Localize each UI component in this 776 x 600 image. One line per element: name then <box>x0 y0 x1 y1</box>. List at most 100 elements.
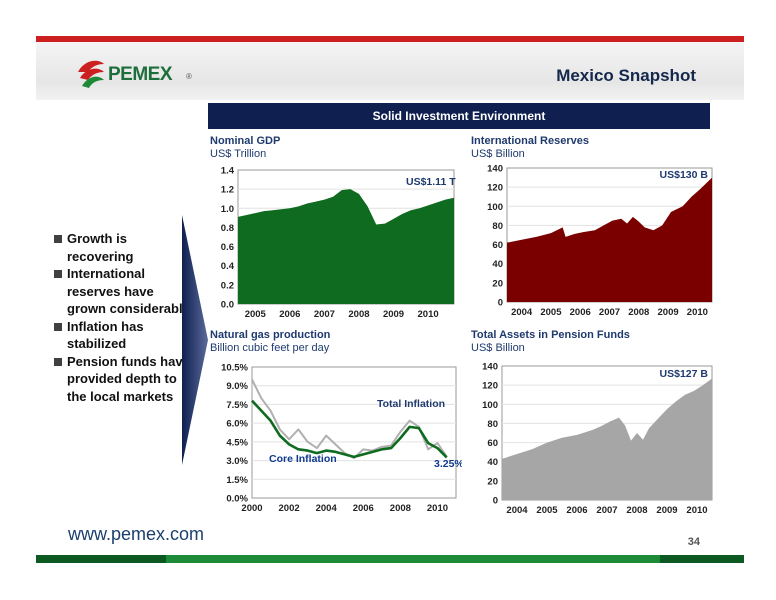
gdp-x-tick-label: 2008 <box>348 309 369 320</box>
pension-y-tick-label: 100 <box>482 400 498 411</box>
gdp-x-tick-label: 2010 <box>418 309 439 320</box>
gdp-annotation: US$1.11 T <box>406 176 456 188</box>
inflation-x-tick-label: 2006 <box>353 503 374 514</box>
reserves-x-tick-label: 2010 <box>687 307 708 318</box>
pension-x-tick-label: 2004 <box>506 505 528 516</box>
bullet-text: Inflation has stabilized <box>67 318 144 352</box>
gdp-y-tick-label: 0.0 <box>221 300 234 311</box>
inflation-y-tick-label: 3.0% <box>226 456 248 467</box>
bullet-text: International reserves have grown consid… <box>67 266 190 316</box>
page-number: 34 <box>687 536 700 548</box>
gdp-chart: 0.0 0.2 0.4 0.6 0.8 1.0 1.2 1.4 2005 2006 2007 2008… <box>221 166 456 321</box>
header-band <box>36 42 744 100</box>
pemex-eagle-logo-icon <box>78 60 104 88</box>
inflation-chart-subtitle: Billion cubic feet per day <box>210 342 330 354</box>
gdp-chart-subtitle: US$ Trillion <box>210 148 267 160</box>
pension-x-tick-label: 2007 <box>596 505 617 516</box>
pension-y-tick-label: 140 <box>482 362 498 373</box>
inflation-y-tick-label: 9.0% <box>226 381 248 392</box>
reserves-y-tick-label: 0 <box>498 298 503 309</box>
inflation-y-tick-label: 0.0% <box>226 494 248 505</box>
pension-annotation: US$127 B <box>660 368 709 380</box>
bullet-item: Pension funds have provided depth to the… <box>54 353 194 406</box>
reserves-chart-subtitle: US$ Billion <box>471 148 525 160</box>
pension-y-tick-label: 0 <box>493 496 498 507</box>
pension-chart-subtitle: US$ Billion <box>471 342 525 354</box>
reserves-y-tick-label: 20 <box>492 278 503 289</box>
bottom-color-bar <box>36 555 744 563</box>
gdp-y-tick-label: 0.6 <box>221 242 234 253</box>
pension-y-tick-label: 120 <box>482 381 498 392</box>
inflation-chart: 0.0% 1.5% 3.0% 4.5% 6.0% 7.5% 9.0% 10.5% 2000 200… <box>221 363 462 515</box>
pension-y-tick-label: 40 <box>487 457 498 468</box>
pension-x-tick-label: 2009 <box>656 505 677 516</box>
square-bullet-icon <box>54 235 62 243</box>
pension-area-series <box>502 378 712 500</box>
registered-mark: ® <box>186 72 192 81</box>
reserves-chart-title: International Reserves <box>471 135 589 147</box>
gdp-x-tick-label: 2006 <box>279 309 300 320</box>
inflation-y-tick-label: 1.5% <box>226 475 248 486</box>
reserves-y-tick-label: 140 <box>487 164 503 175</box>
gdp-y-tick-label: 1.4 <box>221 166 235 177</box>
inflation-y-tick-label: 6.0% <box>226 419 248 430</box>
reserves-annotation: US$130 B <box>660 169 709 181</box>
pension-chart-title: Total Assets in Pension Funds <box>471 329 630 341</box>
inflation-x-tick-label: 2002 <box>279 503 300 514</box>
inflation-x-tick-label: 2004 <box>316 503 338 514</box>
bullet-text: Growth is recovering <box>67 231 134 264</box>
pension-y-tick-label: 60 <box>487 438 498 449</box>
square-bullet-icon <box>54 322 62 331</box>
gdp-x-tick-label: 2005 <box>245 309 267 320</box>
section-banner: Solid Investment Environment <box>208 103 710 129</box>
reserves-y-tick-label: 80 <box>492 221 503 232</box>
pension-x-tick-label: 2006 <box>566 505 587 516</box>
inflation-chart-title: Natural gas production <box>210 329 331 341</box>
page-title: Mexico Snapshot <box>556 66 696 85</box>
pointer-wedge-icon <box>182 215 208 465</box>
gdp-y-tick-label: 1.0 <box>221 204 234 215</box>
gdp-y-tick-label: 0.2 <box>221 280 234 291</box>
gdp-y-tick-label: 0.4 <box>221 261 235 272</box>
inflation-annotation: Core Inflation <box>269 453 337 465</box>
inflation-x-tick-label: 2000 <box>241 503 262 514</box>
pemex-logo-text: PEMEX <box>108 64 173 85</box>
top-color-bar <box>36 36 744 42</box>
gdp-y-tick-label: 1.2 <box>221 185 234 196</box>
bullet-item: International reserves have grown consid… <box>54 265 194 318</box>
inflation-annotation: 3.25% <box>434 458 462 470</box>
inflation-x-tick-label: 2010 <box>427 503 448 514</box>
gdp-y-tick-label: 0.8 <box>221 223 234 234</box>
reserves-x-tick-label: 2006 <box>570 307 591 318</box>
reserves-x-tick-label: 2008 <box>628 307 649 318</box>
pension-x-tick-label: 2010 <box>686 505 707 516</box>
inflation-y-tick-label: 4.5% <box>226 437 248 448</box>
square-bullet-icon <box>54 270 62 278</box>
key-points-list: Growth is recovering International reser… <box>54 230 194 405</box>
reserves-x-tick-label: 2005 <box>540 307 562 318</box>
bullet-item: Inflation has stabilized <box>54 318 194 353</box>
gdp-x-tick-label: 2007 <box>314 309 335 320</box>
inflation-annotation: Total Inflation <box>377 398 445 410</box>
pension-x-tick-label: 2008 <box>626 505 647 516</box>
pension-chart: 0 20 40 60 80 100 120 140 2004 2005 2006 2007 2008 20… <box>482 362 713 516</box>
inflation-y-tick-label: 10.5% <box>221 363 248 374</box>
bullet-text: Pension funds have provided depth to the… <box>67 353 190 404</box>
inflation-line-series-core <box>251 399 448 459</box>
inflation-x-tick-label: 2008 <box>390 503 411 514</box>
bullet-item: Growth is recovering <box>54 230 194 265</box>
reserves-x-tick-label: 2004 <box>511 307 533 318</box>
footer-url-link[interactable]: www.pemex.com <box>68 524 205 544</box>
reserves-y-tick-label: 40 <box>492 259 503 270</box>
reserves-chart: 0 20 40 60 80 100 120 140 2004 2005 2006 2007 2008 20… <box>487 164 713 318</box>
reserves-y-tick-label: 100 <box>487 202 503 213</box>
reserves-x-tick-label: 2007 <box>599 307 620 318</box>
pension-y-tick-label: 20 <box>487 476 498 487</box>
reserves-area-series <box>507 177 712 302</box>
reserves-y-tick-label: 120 <box>487 183 503 194</box>
pension-x-tick-label: 2005 <box>536 505 558 516</box>
inflation-y-tick-label: 7.5% <box>226 400 248 411</box>
reserves-y-tick-label: 60 <box>492 240 503 251</box>
gdp-x-tick-label: 2009 <box>383 309 404 320</box>
square-bullet-icon <box>54 357 62 366</box>
